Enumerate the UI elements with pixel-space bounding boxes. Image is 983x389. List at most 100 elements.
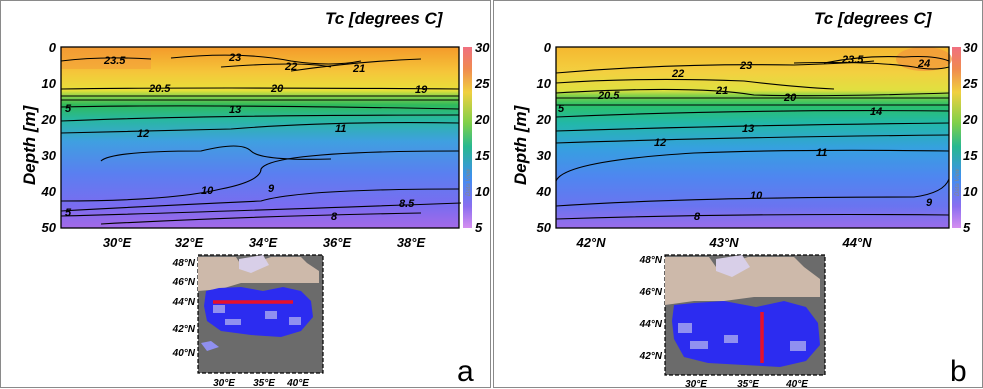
warm-patch-b <box>896 47 952 71</box>
colorbar-tick: 15 <box>963 148 978 163</box>
lat-tick: 42°N <box>639 351 663 362</box>
contour-label: 22 <box>671 68 684 80</box>
y-tick: 50 <box>537 220 552 235</box>
section-chart-b: 23.5 24 23 22 20.5 21 20 5 14 13 12 11 1… <box>511 9 978 389</box>
colorbar-tick: 25 <box>474 76 490 91</box>
contour-labels-b: 23.5 24 23 22 20.5 21 20 5 14 13 12 11 1… <box>558 54 933 223</box>
y-axis-label-b: Depth [m] <box>511 104 530 185</box>
y-tick: 50 <box>42 220 57 235</box>
colorbar-label-a: Data View <box>466 168 472 196</box>
chart-title-a: Tc [degrees C] <box>325 9 444 28</box>
section-chart-a: 23.5 23 22 21 20.5 20 19 5 13 12 11 10 9… <box>20 9 490 389</box>
colorbar-tick: 25 <box>962 76 978 91</box>
contour-label: 10 <box>750 190 763 202</box>
contour-label: 23.5 <box>841 54 864 66</box>
lat-tick: 46°N <box>172 277 196 288</box>
colorbar-tick: 20 <box>474 112 490 127</box>
y-tick: 0 <box>544 40 552 55</box>
black-sea <box>672 301 820 367</box>
lat-tick: 46°N <box>639 287 663 298</box>
colorbar-tick: 10 <box>475 184 490 199</box>
x-tick: 36°E <box>323 235 352 250</box>
contour-label: 8.5 <box>399 198 415 210</box>
colorbar-tick: 5 <box>963 220 971 235</box>
lat-tick: 42°N <box>172 324 196 335</box>
azov-sea <box>239 255 269 273</box>
colorbar-tick: 20 <box>962 112 978 127</box>
lat-tick: 44°N <box>639 319 663 330</box>
y-axis-label-a: Depth [m] <box>20 104 39 185</box>
contour-label: 8 <box>694 211 701 223</box>
x-tick: 43°N <box>708 235 739 250</box>
section-field-a <box>61 47 459 228</box>
x-tick: 34°E <box>249 235 278 250</box>
contour-labels-a: 23.5 23 22 21 20.5 20 19 5 13 12 11 10 9… <box>65 52 428 223</box>
sea-patch <box>724 335 738 343</box>
contour-label: 20.5 <box>148 83 171 95</box>
contour-label: 9 <box>268 183 275 195</box>
colorbar-tick: 5 <box>475 220 483 235</box>
lat-tick: 40°N <box>172 348 196 359</box>
contour-label: 20 <box>783 92 797 104</box>
land-area <box>198 257 319 291</box>
lat-tick: 48°N <box>639 255 663 266</box>
y-tick: 30 <box>42 148 57 163</box>
contour-label: 13 <box>742 123 754 135</box>
x-ticks-b: 42°N 43°N 44°N <box>575 235 872 250</box>
sea-patch <box>289 317 301 325</box>
x-ticks-a: 30°E 32°E 34°E 36°E 38°E <box>103 235 426 250</box>
x-tick: 44°N <box>841 235 872 250</box>
plot-frame-b <box>555 46 950 229</box>
inset-lon-ticks-b: 30°E 35°E 40°E <box>685 379 808 389</box>
marmara-sea <box>201 341 219 351</box>
sea-patch <box>790 341 806 351</box>
contour-label: 11 <box>816 147 827 159</box>
contour-label: 12 <box>137 128 149 140</box>
inset-lon-ticks-a: 30°E 35°E 40°E <box>213 378 309 389</box>
contour-label: 20.5 <box>597 90 620 102</box>
y-tick: 40 <box>41 184 57 199</box>
y-tick: 20 <box>536 112 552 127</box>
y-tick: 30 <box>537 148 552 163</box>
sea-patch <box>225 319 241 325</box>
colorbar-tick: 30 <box>475 40 490 55</box>
y-ticks-a: 0 10 20 30 40 50 <box>41 40 57 235</box>
panel-b: 23.5 24 23 22 20.5 21 20 5 14 13 12 11 1… <box>493 0 983 389</box>
colorbar-label-b: Data View <box>955 168 961 196</box>
plot-frame-a <box>60 46 460 229</box>
contour-label: 23 <box>228 52 241 64</box>
inset-lat-ticks-a: 48°N 46°N 44°N 42°N 40°N <box>172 258 196 359</box>
y-tick: 40 <box>536 184 552 199</box>
sea-patch <box>690 341 708 349</box>
y-tick: 20 <box>41 112 57 127</box>
colorbar-tick: 10 <box>963 184 978 199</box>
contour-label: 23.5 <box>103 55 126 67</box>
lon-tick: 35°E <box>253 378 275 389</box>
lon-tick: 35°E <box>737 379 759 389</box>
contour-lines-a <box>60 54 462 225</box>
contour-lines-b <box>555 55 950 220</box>
contour-label: 14 <box>870 106 882 118</box>
contour-label: 5 <box>65 103 72 115</box>
panel-a: 23.5 23 22 21 20.5 20 19 5 13 12 11 10 9… <box>0 0 491 389</box>
lat-tick: 44°N <box>172 297 196 308</box>
x-tick: 32°E <box>175 235 204 250</box>
x-tick: 42°N <box>575 235 606 250</box>
odv-watermark: Ocean Data View <box>326 289 332 337</box>
y-tick: 10 <box>42 76 57 91</box>
y-ticks-b: 0 10 20 30 40 50 <box>536 40 552 235</box>
contour-label: 19 <box>415 84 428 96</box>
contour-label: 21 <box>715 85 728 97</box>
contour-label: 24 <box>917 58 930 70</box>
panel-letter-a: a <box>457 355 474 388</box>
colorbar-ticks-a: 30 25 20 15 10 5 <box>474 40 490 235</box>
contour-label: 11 <box>335 123 346 135</box>
y-tick: 0 <box>49 40 57 55</box>
x-tick: 38°E <box>397 235 426 250</box>
y-tick: 10 <box>537 76 552 91</box>
panel-letter-b: b <box>950 355 967 388</box>
land-area <box>665 257 820 305</box>
contour-label: 20 <box>270 83 284 95</box>
colorbar-tick: 30 <box>963 40 978 55</box>
contour-label: 22 <box>284 61 297 73</box>
